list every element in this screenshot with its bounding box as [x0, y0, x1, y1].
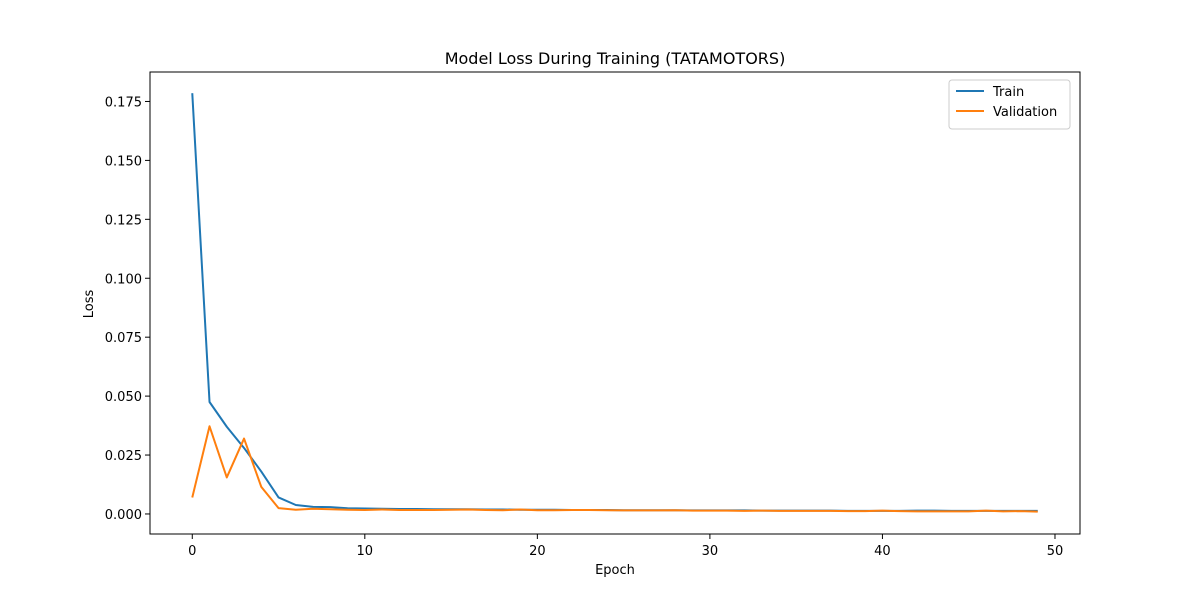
x-tick-label: 20 [529, 544, 546, 559]
y-tick-label: 0.000 [105, 508, 142, 523]
x-axis-label: Epoch [595, 563, 635, 578]
x-tick-label: 10 [357, 544, 374, 559]
x-tick-label: 50 [1047, 544, 1064, 559]
y-tick-label: 0.025 [105, 449, 142, 464]
chart-title: Model Loss During Training (TATAMOTORS) [445, 49, 786, 68]
x-tick-label: 40 [874, 544, 891, 559]
y-tick-label: 0.150 [105, 154, 142, 169]
legend-label-train: Train [992, 85, 1024, 100]
plot-frame [149, 71, 1081, 535]
legend-box [948, 79, 1071, 130]
y-tick-label: 0.175 [105, 95, 142, 110]
legend-label-validation: Validation [993, 105, 1057, 120]
plot-layer: 0 10 20 30 40 50 0.000 0.025 0.050 0.075 0.100 0.12… [105, 71, 1081, 559]
y-axis-label: Loss [82, 290, 97, 319]
y-tick-label: 0.075 [105, 331, 142, 346]
y-tick-label: 0.050 [105, 390, 142, 405]
x-tick-label: 30 [702, 544, 719, 559]
x-tick-label: 0 [188, 544, 196, 559]
series-line-validation [191, 425, 1038, 513]
y-tick-label: 0.100 [105, 272, 142, 287]
y-tick-label: 0.125 [105, 213, 142, 228]
series-line-train [191, 93, 1038, 512]
